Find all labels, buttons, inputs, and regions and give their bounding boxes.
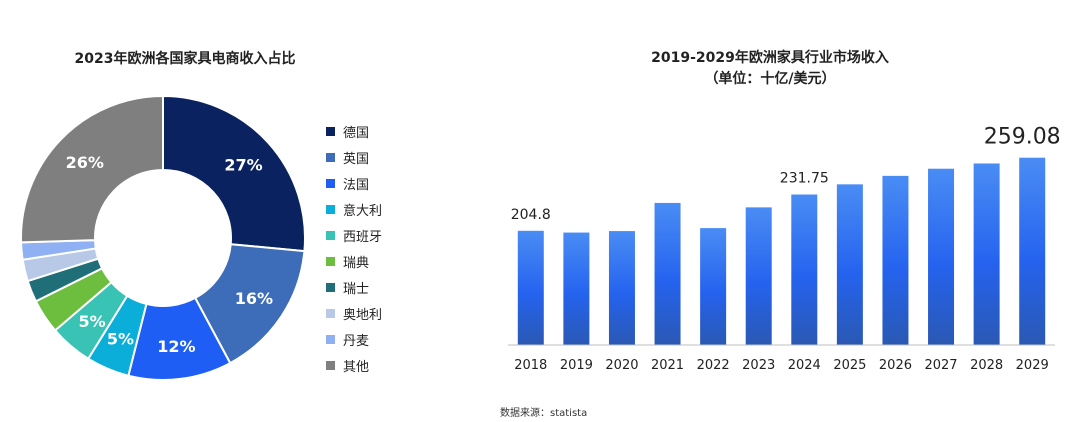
- donut-data-label-1: 27%: [224, 156, 262, 175]
- legend-swatch: [326, 282, 335, 292]
- legend-swatch: [326, 334, 335, 344]
- x-tick-label: 2029: [1016, 358, 1049, 373]
- x-tick-label: 2018: [514, 358, 547, 373]
- legend-swatch: [326, 152, 335, 162]
- x-tick-label: 2027: [924, 358, 957, 373]
- x-tick-label: 2022: [697, 358, 730, 373]
- legend-item-7: 瑞士: [326, 274, 382, 300]
- bar-2023: [745, 207, 772, 345]
- legend-item-9: 丹麦: [326, 326, 382, 352]
- bar-2020: [608, 231, 635, 345]
- legend-item-6: 瑞典: [326, 248, 382, 274]
- legend-swatch: [326, 360, 335, 370]
- x-tick-label: 2028: [970, 358, 1003, 373]
- legend-item-8: 奥地利: [326, 300, 382, 326]
- bar-2022: [700, 228, 727, 345]
- bar-chart-subtitle: （单位：十亿/美元）: [704, 71, 836, 87]
- bar-chart-title: 2019-2029年欧洲家具行业市场收入: [651, 50, 889, 66]
- x-tick-label: 2026: [879, 358, 912, 373]
- bar-2029: [1019, 157, 1046, 345]
- donut-data-label-3: 12%: [157, 337, 195, 356]
- bar-chart: 2018 2019 2020 2021 2022 2023 2024 2025 2026 2027…: [508, 125, 1060, 373]
- bar-2024: [791, 194, 818, 345]
- donut-data-label-10: 26%: [66, 153, 104, 172]
- legend-swatch: [326, 178, 335, 188]
- legend-item-1: 德国: [326, 118, 382, 144]
- legend-label: 瑞士: [343, 281, 370, 297]
- donut-slice-2: [193, 243, 306, 365]
- donut-legend: 德国英国法国意大利西班牙瑞典瑞士奥地利丹麦其他: [326, 118, 382, 378]
- donut-data-label-4: 5%: [107, 329, 134, 348]
- x-tick-label: 2020: [605, 358, 638, 373]
- x-tick-label: 2025: [833, 358, 866, 373]
- legend-label: 丹麦: [343, 333, 370, 349]
- x-tick-label: 2023: [742, 358, 775, 373]
- legend-item-10: 其他: [326, 352, 382, 378]
- legend-label: 其他: [343, 359, 370, 375]
- legend-swatch: [326, 256, 335, 266]
- x-tick-label: 2024: [788, 358, 821, 373]
- source-note: 数据来源：statista: [500, 408, 588, 419]
- legend-item-3: 法国: [326, 170, 382, 196]
- legend-swatch: [326, 230, 335, 240]
- bar-data-label-2029: 259.08: [984, 125, 1060, 150]
- legend-item-5: 西班牙: [326, 222, 382, 248]
- legend-label: 瑞典: [343, 255, 370, 271]
- legend-label: 意大利: [343, 203, 383, 219]
- donut-slice-10: [20, 94, 164, 244]
- bar-2028: [973, 163, 1000, 345]
- bar-data-label-2024: 231.75: [780, 171, 829, 187]
- legend-swatch: [326, 308, 335, 318]
- bar-data-label-2018: 204.8: [511, 207, 551, 223]
- donut-slice-1: [162, 94, 306, 253]
- legend-item-2: 英国: [326, 144, 382, 170]
- donut-data-label-2: 16%: [235, 289, 273, 308]
- legend-label: 奥地利: [343, 307, 383, 323]
- donut-chart: 27% 16% 12% 5%5% 26%: [20, 94, 306, 381]
- bar-2026: [882, 175, 909, 345]
- legend-swatch: [326, 126, 335, 136]
- donut-data-label-5: 5%: [78, 312, 105, 331]
- legend-label: 英国: [343, 151, 370, 167]
- legend-label: 法国: [343, 177, 370, 193]
- donut-chart-title: 2023年欧洲各国家具电商收入占比: [74, 51, 296, 67]
- bar-2018: [517, 230, 544, 345]
- legend-swatch: [326, 204, 335, 214]
- legend-label: 西班牙: [343, 229, 383, 245]
- bar-2021: [654, 202, 681, 345]
- legend-item-4: 意大利: [326, 196, 382, 222]
- bar-2025: [836, 184, 863, 345]
- x-tick-label: 2021: [651, 358, 684, 373]
- bar-2027: [928, 168, 955, 345]
- legend-label: 德国: [343, 125, 370, 141]
- bar-2019: [563, 232, 590, 345]
- x-tick-label: 2019: [560, 358, 593, 373]
